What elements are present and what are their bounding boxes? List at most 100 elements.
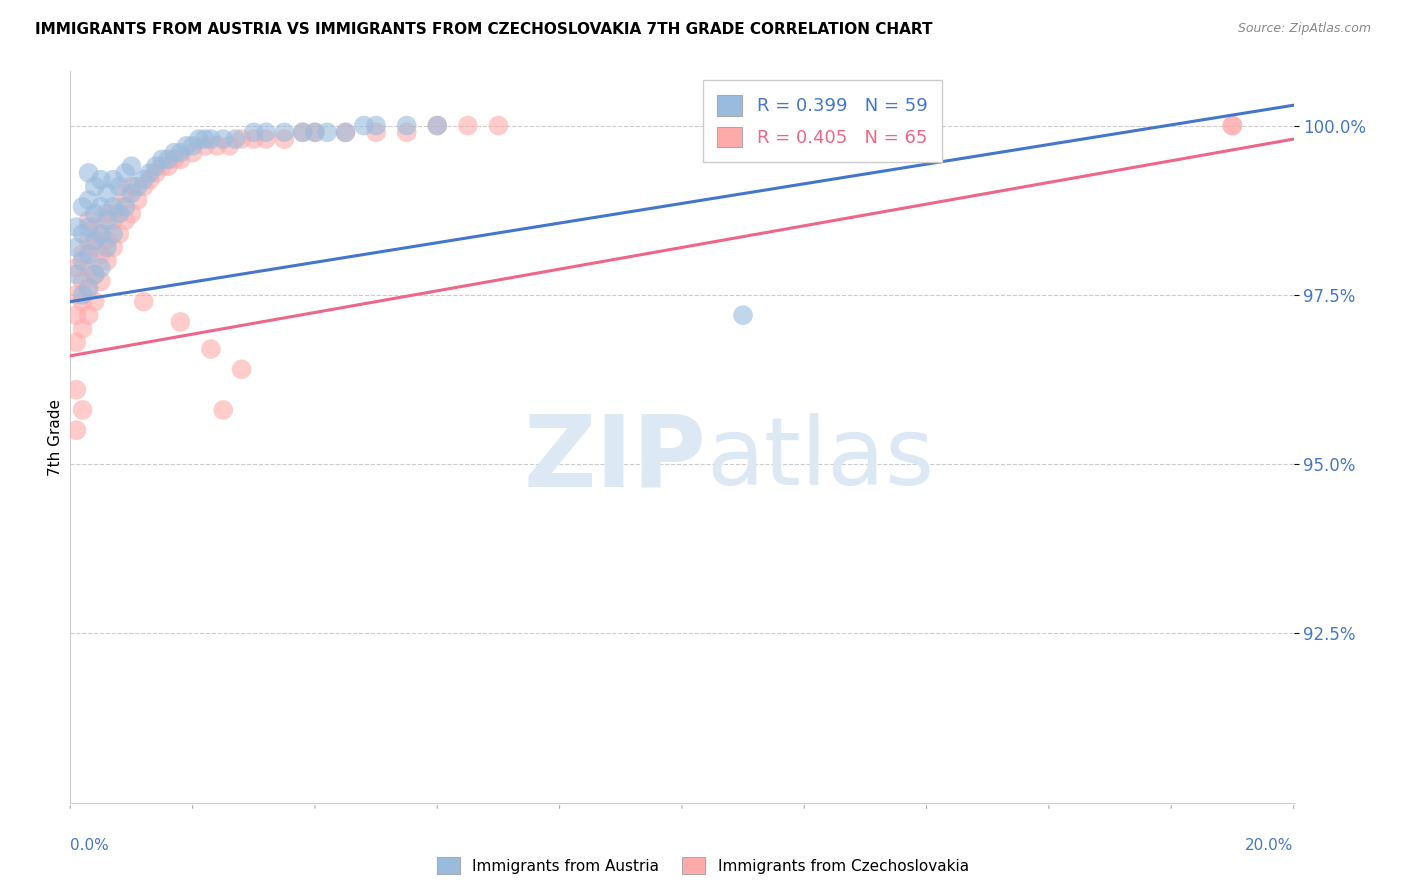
Point [163, 145, 186, 160]
Point [108, 200, 131, 214]
Point [169, 153, 191, 167]
Point [72, 288, 94, 302]
Point [231, 132, 253, 146]
Y-axis label: 7th Grade: 7th Grade [48, 399, 63, 475]
Point [194, 139, 217, 153]
Point [426, 119, 449, 133]
Point [150, 153, 173, 167]
Point [139, 172, 162, 186]
Point [83, 294, 105, 309]
Point [132, 179, 155, 194]
Point [291, 125, 314, 139]
Point [212, 403, 235, 417]
Point [457, 119, 479, 133]
Point [108, 227, 131, 241]
Point [488, 119, 510, 133]
Point [335, 125, 357, 139]
Point [65, 335, 87, 350]
Point [157, 159, 180, 173]
Point [108, 179, 131, 194]
Point [101, 240, 124, 254]
Text: atlas: atlas [706, 413, 935, 505]
Point [77, 193, 100, 207]
Point [77, 281, 100, 295]
Point [121, 179, 143, 194]
Point [218, 139, 240, 153]
Point [733, 308, 755, 322]
Point [121, 206, 143, 220]
Point [77, 260, 100, 275]
Text: Source: ZipAtlas.com: Source: ZipAtlas.com [1237, 22, 1371, 36]
Point [72, 403, 94, 417]
Point [1220, 119, 1243, 133]
Point [96, 186, 118, 201]
Point [90, 274, 112, 288]
Point [127, 193, 149, 207]
Point [77, 308, 100, 322]
Point [157, 153, 180, 167]
Point [395, 125, 418, 139]
Point [65, 423, 87, 437]
Point [96, 206, 118, 220]
Legend: R = 0.399   N = 59, R = 0.405   N = 65: R = 0.399 N = 59, R = 0.405 N = 65 [703, 80, 942, 161]
Point [114, 200, 136, 214]
Text: ZIP: ZIP [523, 410, 706, 508]
Point [77, 247, 100, 261]
Point [181, 139, 204, 153]
Point [335, 125, 357, 139]
Point [127, 179, 149, 194]
Point [83, 220, 105, 235]
Point [353, 119, 375, 133]
Legend: Immigrants from Austria, Immigrants from Czechoslovakia: Immigrants from Austria, Immigrants from… [432, 851, 974, 880]
Point [273, 125, 295, 139]
Point [316, 125, 339, 139]
Point [83, 240, 105, 254]
Point [114, 213, 136, 227]
Point [304, 125, 326, 139]
Point [72, 200, 94, 214]
Point [150, 159, 173, 173]
Point [395, 119, 418, 133]
Point [83, 234, 105, 248]
Point [72, 322, 94, 336]
Point [96, 254, 118, 268]
Point [72, 254, 94, 268]
Point [83, 268, 105, 282]
Point [114, 166, 136, 180]
Point [194, 132, 217, 146]
Point [101, 213, 124, 227]
Point [65, 383, 87, 397]
Point [77, 234, 100, 248]
Point [65, 268, 87, 282]
Point [145, 166, 167, 180]
Point [163, 153, 186, 167]
Point [243, 132, 266, 146]
Point [304, 125, 326, 139]
Point [426, 119, 449, 133]
Point [366, 119, 388, 133]
Point [254, 132, 277, 146]
Point [101, 200, 124, 214]
Point [90, 172, 112, 186]
Point [90, 227, 112, 241]
Point [224, 132, 246, 146]
Text: 0.0%: 0.0% [70, 838, 110, 853]
Point [176, 139, 198, 153]
Point [101, 172, 124, 186]
Point [121, 186, 143, 201]
Point [72, 247, 94, 261]
Point [65, 240, 87, 254]
Point [212, 132, 235, 146]
Point [72, 294, 94, 309]
Point [77, 213, 100, 227]
Point [132, 294, 155, 309]
Point [72, 227, 94, 241]
Point [169, 145, 191, 160]
Point [231, 362, 253, 376]
Point [96, 234, 118, 248]
Point [243, 125, 266, 139]
Point [200, 132, 222, 146]
Text: IMMIGRANTS FROM AUSTRIA VS IMMIGRANTS FROM CZECHOSLOVAKIA 7TH GRADE CORRELATION : IMMIGRANTS FROM AUSTRIA VS IMMIGRANTS FR… [35, 22, 932, 37]
Point [90, 247, 112, 261]
Point [273, 132, 295, 146]
